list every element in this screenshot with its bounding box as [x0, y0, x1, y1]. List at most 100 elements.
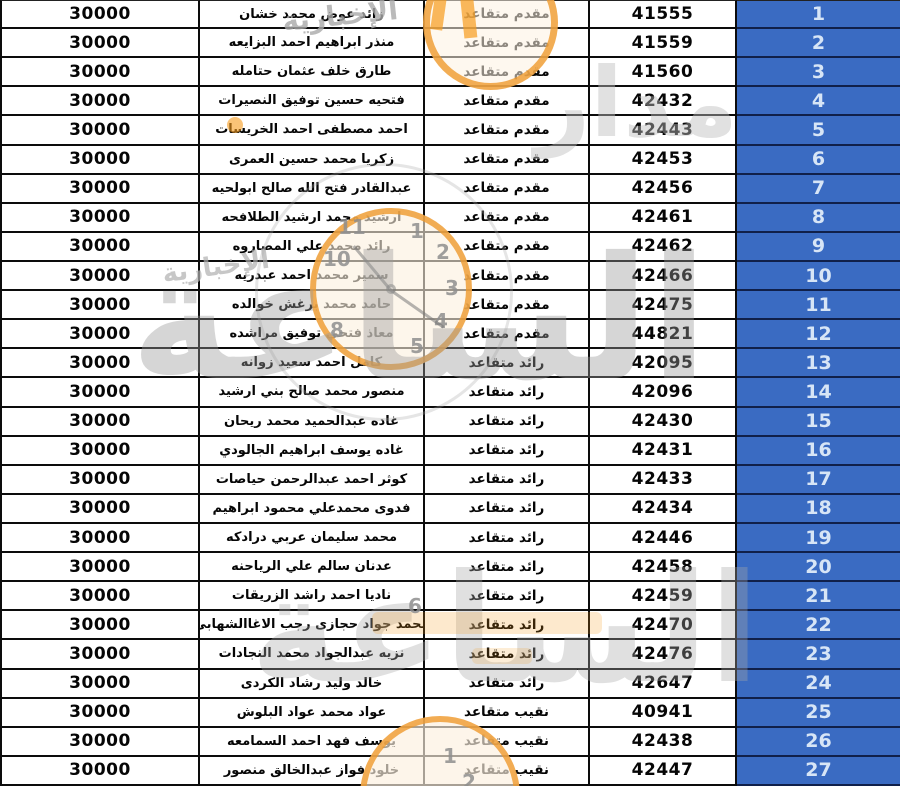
rank-cell: رائد متقاعد: [425, 349, 590, 379]
service-number-cell: 42443: [590, 116, 737, 146]
amount-cell: 30000: [0, 261, 200, 292]
rank-cell: رائد متقاعد: [425, 611, 590, 641]
rank-cell: رائد متقاعد: [425, 407, 590, 437]
row-number-cell: 23: [737, 640, 900, 670]
name-cell: يوسف فهد احمد السمامعه: [200, 727, 425, 757]
service-number-cell: 41555: [590, 0, 737, 30]
name-cell: ارشيد محمد ارشيد الطلافحه: [200, 203, 425, 233]
name-cell: سمير محمد احمد عبدريه: [200, 261, 425, 292]
service-number-cell: 42461: [590, 203, 737, 233]
name-cell: كوثر احمد عبدالرحمن حياصات: [200, 465, 425, 495]
amount-cell: 30000: [0, 611, 200, 641]
service-number-cell: 42430: [590, 407, 737, 437]
name-cell: طارق خلف عثمان حتامله: [200, 58, 425, 88]
amount-cell: 30000: [0, 378, 200, 408]
row-number-cell: 20: [737, 553, 900, 583]
rank-cell: نقيب متقاعد: [425, 756, 590, 786]
amount-cell: 30000: [0, 494, 200, 524]
name-cell: رائد محمد علي المصاروه: [200, 232, 425, 262]
service-number-cell: 42096: [590, 378, 737, 408]
name-cell: غاده يوسف ابراهيم الجالودي: [200, 436, 425, 466]
service-number-cell: 42446: [590, 523, 737, 554]
name-cell: عدنان سالم علي الرياحنه: [200, 553, 425, 583]
row-number-cell: 26: [737, 727, 900, 757]
name-cell: منذر ابراهيم احمد البزايعه: [200, 29, 425, 59]
name-cell: احمد مصطفى احمد الخريسات: [200, 116, 425, 146]
name-cell: زكريا محمد حسين العمرى: [200, 145, 425, 175]
amount-cell: 30000: [0, 174, 200, 204]
amount-cell: 30000: [0, 203, 200, 233]
name-cell: خلود فواز عبدالخالق منصور: [200, 756, 425, 786]
rank-cell: رائد متقاعد: [425, 436, 590, 466]
name-cell: خالد وليد رشاد الكردى: [200, 669, 425, 699]
service-number-cell: 42438: [590, 727, 737, 757]
service-number-cell: 42462: [590, 232, 737, 262]
amount-cell: 30000: [0, 727, 200, 757]
name-cell: غاده عبدالحميد محمد ريحان: [200, 407, 425, 437]
service-number-cell: 40941: [590, 698, 737, 728]
amount-cell: 30000: [0, 349, 200, 379]
service-number-cell: 42475: [590, 291, 737, 321]
row-number-cell: 10: [737, 261, 900, 292]
service-number-cell: 41559: [590, 29, 737, 59]
amount-cell: 30000: [0, 320, 200, 350]
row-number-cell: 27: [737, 756, 900, 786]
rank-cell: رائد متقاعد: [425, 553, 590, 583]
rank-cell: رائد متقاعد: [425, 378, 590, 408]
name-cell: كامل احمد سعيد زوانه: [200, 349, 425, 379]
row-number-cell: 7: [737, 174, 900, 204]
rank-cell: مقدم متقاعد: [425, 116, 590, 146]
row-number-cell: 9: [737, 232, 900, 262]
amount-cell: 30000: [0, 145, 200, 175]
rank-cell: مقدم متقاعد: [425, 29, 590, 59]
amount-cell: 30000: [0, 407, 200, 437]
amount-cell: 30000: [0, 116, 200, 146]
row-number-cell: 11: [737, 291, 900, 321]
row-number-cell: 1: [737, 0, 900, 30]
row-number-cell: 8: [737, 203, 900, 233]
row-number-cell: 6: [737, 145, 900, 175]
row-number-cell: 24: [737, 669, 900, 699]
amount-cell: 30000: [0, 465, 200, 495]
rank-cell: مقدم متقاعد: [425, 261, 590, 292]
rank-cell: نقيب متقاعد: [425, 727, 590, 757]
amount-cell: 30000: [0, 291, 200, 321]
row-number-cell: 15: [737, 407, 900, 437]
service-number-cell: 42432: [590, 87, 737, 117]
amount-cell: 30000: [0, 640, 200, 670]
name-cell: زائد عوض محمد خشان: [200, 0, 425, 30]
service-number-cell: 42647: [590, 669, 737, 699]
service-number-cell: 42434: [590, 494, 737, 524]
name-cell: معاذ فتحي توفيق مراشده: [200, 320, 425, 350]
amount-cell: 30000: [0, 756, 200, 786]
name-cell: فتحيه حسين توفيق النصيرات: [200, 87, 425, 117]
rank-cell: رائد متقاعد: [425, 465, 590, 495]
service-number-cell: 42470: [590, 611, 737, 641]
rank-cell: رائد متقاعد: [425, 640, 590, 670]
rank-cell: نقيب متقاعد: [425, 698, 590, 728]
amount-cell: 30000: [0, 582, 200, 612]
row-number-cell: 5: [737, 116, 900, 146]
service-number-cell: 42431: [590, 436, 737, 466]
row-number-cell: 4: [737, 87, 900, 117]
amount-cell: 30000: [0, 87, 200, 117]
service-number-cell: 42459: [590, 582, 737, 612]
name-cell: ناديا احمد راشد الزريقات: [200, 582, 425, 612]
name-cell: عواد محمد عواد البلوش: [200, 698, 425, 728]
row-number-cell: 21: [737, 582, 900, 612]
amount-cell: 30000: [0, 29, 200, 59]
amount-cell: 30000: [0, 436, 200, 466]
name-cell: محمد جواد حجازى رجب الاغاالشهابى: [200, 611, 425, 641]
service-number-cell: 42447: [590, 756, 737, 786]
row-number-cell: 13: [737, 349, 900, 379]
row-number-cell: 25: [737, 698, 900, 728]
name-cell: فدوى محمدعلي محمود ابراهيم: [200, 494, 425, 524]
amount-cell: 30000: [0, 0, 200, 30]
service-number-cell: 42466: [590, 261, 737, 292]
row-number-cell: 3: [737, 58, 900, 88]
row-number-cell: 17: [737, 465, 900, 495]
rank-cell: مقدم متقاعد: [425, 203, 590, 233]
service-number-cell: 42095: [590, 349, 737, 379]
